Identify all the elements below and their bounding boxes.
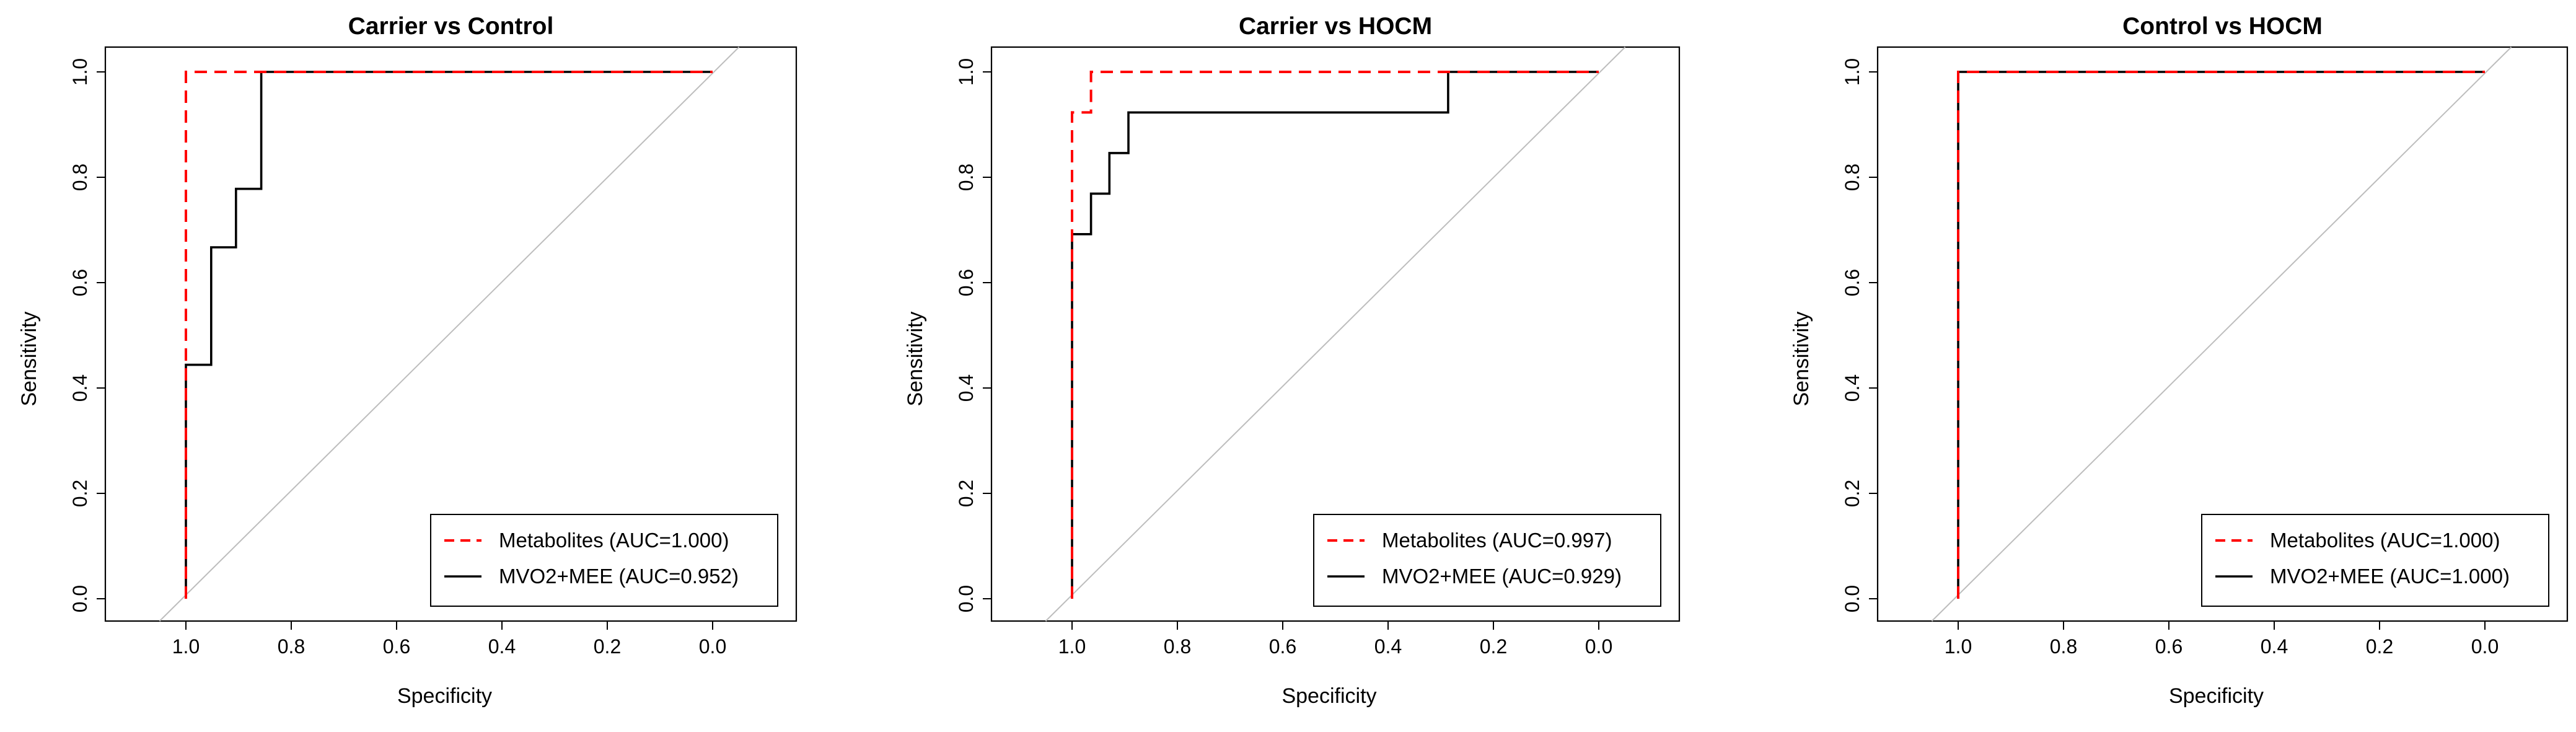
roc-curve-metabolites — [1957, 71, 2485, 599]
y-tick-label: 0.6 — [69, 269, 91, 296]
roc-curve-mvo2-mee — [1071, 71, 1599, 599]
legend: Metabolites (AUC=1.000) MVO2+MEE (AUC=0.9… — [430, 514, 778, 607]
y-tick-label: 0.8 — [955, 164, 977, 191]
x-tick-label: 0.0 — [2471, 635, 2499, 658]
y-axis-label: Sensitivity — [1790, 311, 1813, 406]
roc-panel-1: Carrier vs Control 1.0 0.8 0.6 0.4 0.2 0.0 0.0 0… — [17, 13, 798, 708]
y-tick-label: 0.6 — [955, 269, 977, 296]
x-tick-label: 0.6 — [2155, 635, 2183, 658]
x-tick-label: 0.4 — [488, 635, 516, 658]
y-tick-label: 0.8 — [69, 164, 91, 191]
legend-entry: Metabolites (AUC=0.997) — [1382, 529, 1612, 552]
plot-frame — [1876, 46, 2569, 622]
reference-diagonal — [1045, 46, 1626, 622]
y-tick-label: 0.6 — [1841, 269, 1863, 296]
reference-diagonal — [159, 46, 740, 622]
legend-entry: Metabolites (AUC=1.000) — [2270, 529, 2500, 552]
x-tick-label: 0.2 — [1480, 635, 1507, 658]
legend-entry: Metabolites (AUC=1.000) — [499, 529, 729, 552]
x-tick-label: 0.8 — [2050, 635, 2077, 658]
roc-panel-2: Carrier vs HOCM 1.0 0.8 0.6 0.4 0.2 0.0 0.0 0.2 0… — [903, 13, 1681, 708]
y-tick-label: 0.2 — [1841, 480, 1863, 507]
chart-title: Carrier vs Control — [348, 13, 554, 40]
plot-frame — [104, 46, 798, 622]
x-tick-label: 0.6 — [1269, 635, 1296, 658]
legend: Metabolites (AUC=1.000) MVO2+MEE (AUC=1.0… — [2201, 514, 2549, 607]
roc-curve-mvo2-mee — [185, 71, 713, 599]
chart-title: Control vs HOCM — [2122, 13, 2323, 40]
x-tick-label: 0.2 — [594, 635, 621, 658]
legend-entry: MVO2+MEE (AUC=1.000) — [2270, 565, 2510, 588]
x-tick-label: 0.6 — [383, 635, 410, 658]
y-tick-label: 0.4 — [1841, 374, 1863, 402]
y-tick-label: 1.0 — [1841, 58, 1863, 86]
x-tick-label: 1.0 — [1945, 635, 1972, 658]
legend-entry: MVO2+MEE (AUC=0.952) — [499, 565, 739, 588]
x-tick-label: 1.0 — [1058, 635, 1086, 658]
legend-box — [1313, 514, 1661, 607]
x-tick-label: 0.4 — [2261, 635, 2288, 658]
y-tick-label: 1.0 — [69, 58, 91, 86]
y-tick-label: 0.4 — [69, 374, 91, 402]
y-tick-label: 0.0 — [955, 585, 977, 612]
y-tick-label: 0.4 — [955, 374, 977, 402]
y-axis-label: Sensitivity — [903, 311, 927, 406]
roc-curve-metabolites — [1071, 71, 1599, 599]
y-tick-label: 0.2 — [69, 480, 91, 507]
y-tick-label: 0.8 — [1841, 164, 1863, 191]
x-axis-label: Specificity — [397, 684, 492, 708]
y-tick-label: 0.0 — [1841, 585, 1863, 612]
x-axis-label: Specificity — [1281, 684, 1376, 708]
x-tick-label: 0.0 — [699, 635, 726, 658]
reference-diagonal — [1931, 46, 2512, 622]
x-tick-label: 1.0 — [172, 635, 200, 658]
plot-frame — [990, 46, 1681, 622]
chart-title: Carrier vs HOCM — [1239, 13, 1432, 40]
legend-box — [2201, 514, 2549, 607]
roc-panel-3: Control vs HOCM 1.0 0.8 0.6 0.4 0.2 0.0 0.0 0.2 0… — [1790, 13, 2569, 708]
y-tick-label: 0.2 — [955, 480, 977, 507]
legend-entry: MVO2+MEE (AUC=0.929) — [1382, 565, 1622, 588]
x-tick-label: 0.8 — [1164, 635, 1191, 658]
y-tick-label: 0.0 — [69, 585, 91, 612]
x-axis-label: Specificity — [2169, 684, 2264, 708]
y-axis-label: Sensitivity — [17, 311, 41, 406]
legend-box — [430, 514, 778, 607]
legend: Metabolites (AUC=0.997) MVO2+MEE (AUC=0.9… — [1313, 514, 1661, 607]
y-tick-label: 1.0 — [955, 58, 977, 86]
x-tick-label: 0.4 — [1374, 635, 1402, 658]
roc-curve-metabolites — [185, 71, 713, 599]
x-tick-label: 0.0 — [1585, 635, 1612, 658]
x-tick-label: 0.2 — [2366, 635, 2393, 658]
x-tick-label: 0.8 — [278, 635, 305, 658]
